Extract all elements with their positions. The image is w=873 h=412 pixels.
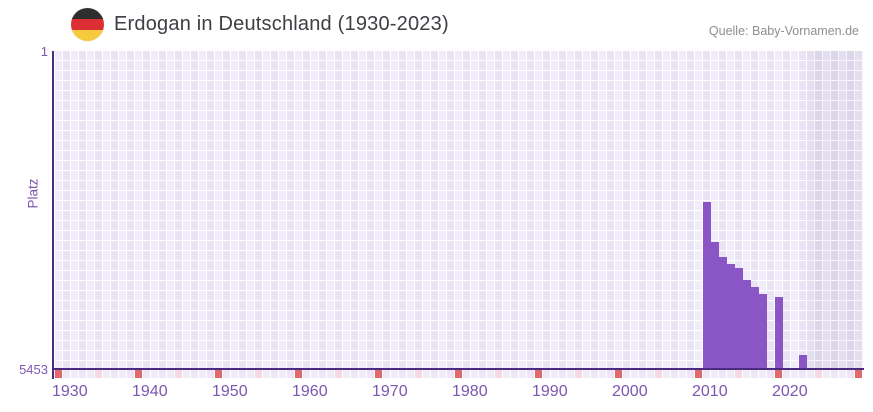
half-decade-tick-2005 [655,370,662,378]
x-axis-tick-row [55,370,863,378]
chart-title: Erdogan in Deutschland (1930-2023) [114,13,449,35]
bar-2012 [711,241,719,369]
german-flag-icon [71,8,104,41]
half-decade-tick-2015 [735,370,742,378]
decade-tick-1940 [135,370,142,378]
x-axis-label-1940: 1940 [132,383,168,400]
decade-tick-2030 [855,370,862,378]
decade-tick-2000 [615,370,622,378]
x-axis-label-1950: 1950 [212,383,248,400]
y-axis-line [52,51,54,379]
bar-2017 [751,286,759,369]
half-decade-tick-2025 [815,370,822,378]
half-decade-tick-1945 [175,370,182,378]
y-axis-title: Platz [25,178,41,209]
bar-2015 [735,267,743,369]
half-decade-tick-1955 [255,370,262,378]
x-axis-line [52,368,864,370]
x-axis-label-1960: 1960 [292,383,328,400]
decade-tick-1950 [215,370,222,378]
bar-2018 [759,294,767,369]
bar-2023 [799,355,807,369]
plot-area [55,51,863,369]
bar-2014 [727,264,735,369]
bar-2016 [743,279,751,369]
half-decade-tick-1985 [495,370,502,378]
x-axis-label-2010: 2010 [692,383,728,400]
decade-tick-1960 [295,370,302,378]
x-axis-label-2000: 2000 [612,383,648,400]
y-axis-label-bottom: 5453 [19,362,48,377]
half-decade-tick-1935 [95,370,102,378]
decade-tick-1930 [55,370,62,378]
half-decade-tick-1975 [415,370,422,378]
x-axis-label-1990: 1990 [532,383,568,400]
bar-2011 [703,202,711,369]
decade-tick-2020 [775,370,782,378]
bar-2020 [775,296,783,369]
half-decade-tick-1995 [575,370,582,378]
decade-tick-2010 [695,370,702,378]
half-decade-tick-1965 [335,370,342,378]
decade-tick-1980 [455,370,462,378]
future-years-region [807,51,863,369]
y-axis-label-top: 1 [40,44,48,59]
x-axis-label-2020: 2020 [772,383,808,400]
x-axis-label-1970: 1970 [372,383,408,400]
decade-tick-1990 [535,370,542,378]
bar-2013 [719,256,727,369]
decade-tick-1970 [375,370,382,378]
x-axis-label-1980: 1980 [452,383,488,400]
source-label: Quelle: Baby-Vornamen.de [708,24,859,38]
x-axis-label-1930: 1930 [52,383,88,400]
